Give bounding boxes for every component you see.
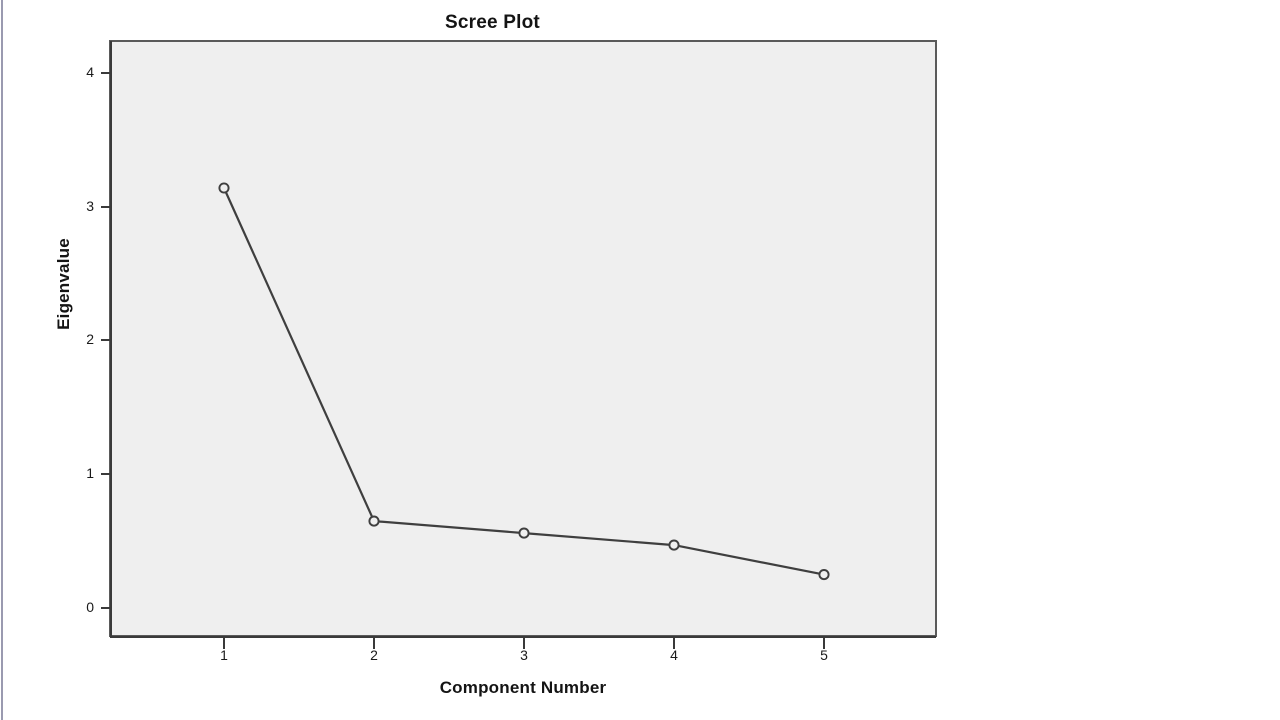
data-point-marker xyxy=(818,569,830,581)
y-tick-label: 3 xyxy=(86,198,94,214)
y-axis-ticks xyxy=(101,72,111,609)
x-axis-ticks xyxy=(223,637,825,649)
left-edge-rule xyxy=(1,0,3,720)
y-tick-label: 2 xyxy=(86,331,94,347)
x-axis-title: Component Number xyxy=(439,678,607,697)
data-point-marker xyxy=(368,515,380,527)
data-point-marker xyxy=(668,539,680,551)
x-tick-label: 5 xyxy=(820,647,828,663)
y-axis-title: Eigenvalue xyxy=(54,238,73,330)
page-title: Scree Plot xyxy=(445,12,540,33)
x-tick-label: 3 xyxy=(520,647,528,663)
y-tick-label: 0 xyxy=(86,599,94,615)
data-point-marker xyxy=(218,182,230,194)
y-tick-label: 4 xyxy=(86,64,94,80)
x-tick-label: 4 xyxy=(670,647,678,663)
x-tick-label: 2 xyxy=(370,647,378,663)
y-tick-label: 1 xyxy=(86,465,94,481)
x-tick-label: 1 xyxy=(220,647,228,663)
plot-area-background xyxy=(109,40,937,637)
eigenvalue-markers xyxy=(218,182,830,581)
data-point-marker xyxy=(518,527,530,539)
